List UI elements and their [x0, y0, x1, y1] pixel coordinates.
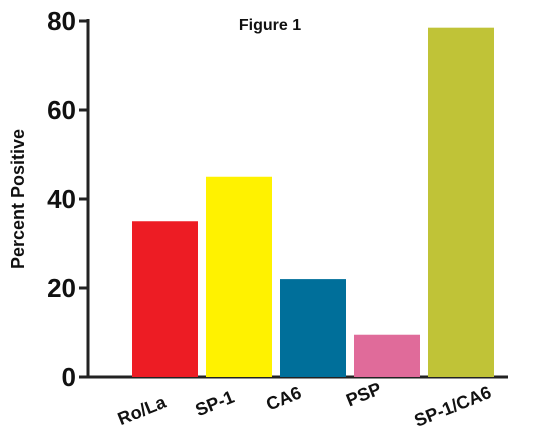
category-label: SP-1 — [192, 387, 237, 421]
y-tick-label: 0 — [62, 362, 76, 392]
category-label: SP-1/CA6 — [411, 382, 494, 431]
chart-title: Figure 1 — [239, 17, 301, 34]
y-tick-label: 40 — [47, 184, 76, 214]
y-tick-label: 80 — [47, 6, 76, 36]
bars — [132, 28, 494, 377]
category-labels: Ro/La SP-1 CA6 PSP SP-1/CA6 — [115, 378, 494, 430]
bar-sp-1-ca6 — [428, 28, 494, 377]
category-label: CA6 — [263, 382, 304, 414]
category-label: PSP — [343, 378, 384, 410]
bar-sp-1 — [206, 177, 272, 377]
bar-ca6 — [280, 279, 346, 377]
category-label: Ro/La — [115, 391, 170, 429]
y-axis-ticks: 0 20 40 60 80 — [47, 6, 88, 392]
bar-psp — [354, 335, 420, 377]
y-tick-label: 20 — [47, 273, 76, 303]
y-tick-label: 60 — [47, 95, 76, 125]
bar-ro-la — [132, 221, 198, 377]
y-axis-title: Percent Positive — [8, 129, 28, 269]
